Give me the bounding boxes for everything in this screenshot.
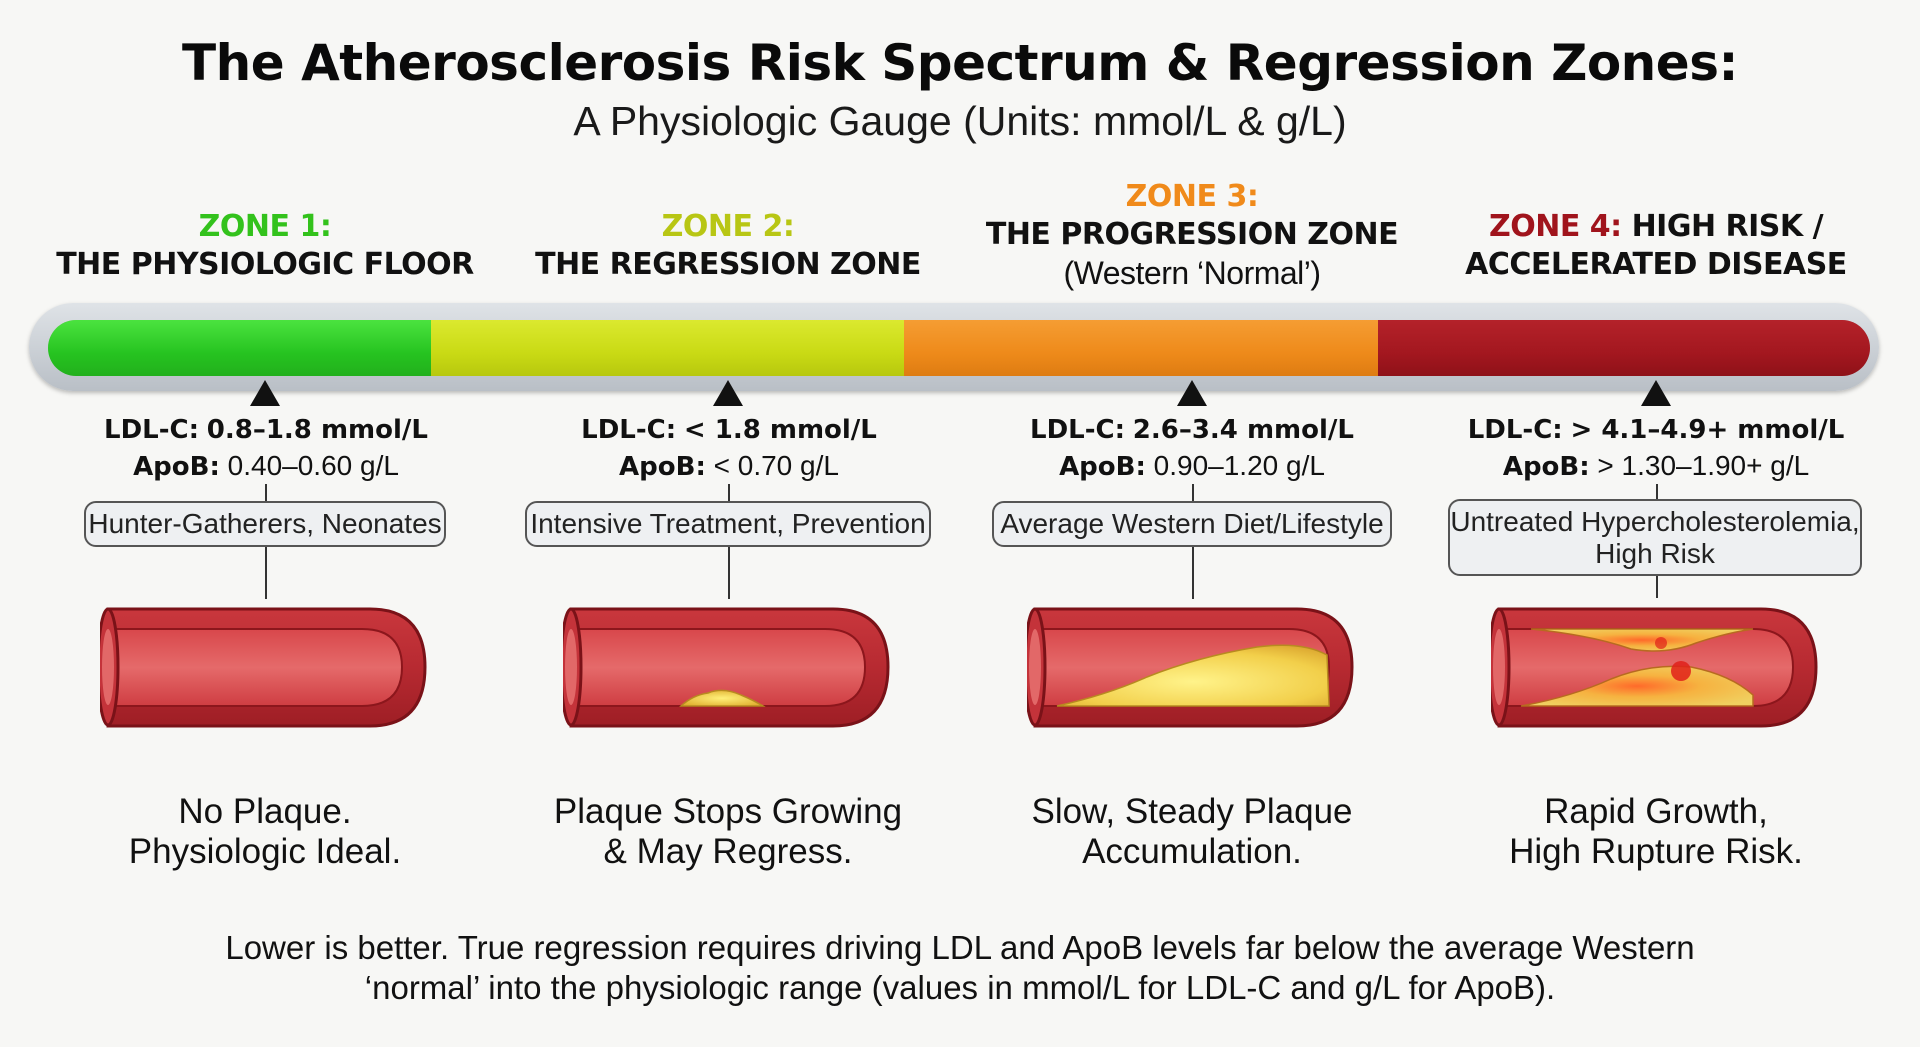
zone-2-label: ZONE 2: [661, 209, 795, 244]
zone-1-header: ZONE 1: THE PHYSIOLOGIC FLOOR [30, 208, 500, 284]
zone-1-connector-top [265, 484, 267, 502]
zone-2-connector-bottom [728, 547, 730, 599]
zone-2-header: ZONE 2: THE REGRESSION ZONE [493, 208, 963, 284]
zone-2-ranges: LDL-C: < 1.8 mmol/L ApoB: < 0.70 g/L [469, 411, 989, 485]
gauge-segment-zone-1 [48, 320, 431, 376]
zone-3-pointer-icon [1177, 380, 1207, 406]
zone-2-outcome-line-2: & May Regress. [603, 832, 853, 871]
zone-4-population-badge: Untreated Hypercholesterolemia, High Ris… [1448, 499, 1862, 576]
footer-line-1: Lower is better. True regression require… [225, 929, 1695, 966]
zone-4-name-b: ACCELERATED DISEASE [1465, 247, 1847, 282]
zone-3-ldl-key: LDL-C: [1030, 415, 1125, 445]
ruptured-plaque-artery-icon [1491, 607, 1818, 728]
zone-3-outcome: Slow, Steady Plaque Accumulation. [982, 792, 1402, 872]
gauge-segment-zone-4 [1378, 320, 1870, 376]
zone-4-label: ZONE 4: [1488, 209, 1622, 244]
small-plaque-artery-icon [563, 607, 890, 728]
zone-2-outcome-line-1: Plaque Stops Growing [553, 792, 903, 831]
zone-1-ranges: LDL-C: 0.8–1.8 mmol/L ApoB: 0.40–0.60 g/… [6, 411, 526, 485]
zone-2-connector-top [728, 484, 730, 502]
zone-1-population-badge: Hunter-Gatherers, Neonates [84, 501, 446, 547]
footer-note: Lower is better. True regression require… [0, 928, 1920, 1008]
zone-4-apob-key: ApoB: [1502, 452, 1590, 482]
zone-3-ldl-value: 2.6–3.4 mmol/L [1132, 415, 1354, 445]
zone-1-ldl-value: 0.8–1.8 mmol/L [206, 415, 428, 445]
zone-1-apob-key: ApoB: [133, 452, 220, 482]
zone-1-apob-value: 0.40–0.60 g/L [227, 450, 399, 481]
zone-2-pointer-icon [713, 380, 743, 406]
zone-1-ldl-key: LDL-C: [104, 415, 199, 445]
zone-4-ranges: LDL-C: > 4.1–4.9+ mmol/L ApoB: > 1.30–1.… [1396, 411, 1916, 485]
zone-1-outcome-line-2: Physiologic Ideal. [128, 832, 402, 871]
zone-3-name: THE PROGRESSION ZONE [985, 217, 1399, 252]
page-subtitle: A Physiologic Gauge (Units: mmol/L & g/L… [573, 98, 1347, 144]
zone-1-outcome-line-1: No Plaque. [178, 792, 352, 831]
zone-4-population-line-1: Untreated Hypercholesterolemia, [1450, 505, 1860, 537]
zone-3-population-badge: Average Western Diet/Lifestyle [992, 501, 1392, 547]
zone-4-ldl-key: LDL-C: [1467, 415, 1563, 445]
zone-3-connector-top [1192, 484, 1194, 502]
zone-2-apob-key: ApoB: [619, 452, 706, 482]
zone-1-label: ZONE 1: [198, 209, 332, 244]
zone-4-population-line-2: High Risk [1595, 537, 1715, 569]
zone-2-population-badge: Intensive Treatment, Prevention [525, 501, 931, 547]
zone-2-ldl-key: LDL-C: [581, 415, 677, 445]
zone-4-connector-bottom [1656, 576, 1658, 598]
zone-1-pointer-icon [250, 380, 280, 406]
zone-2-name: THE REGRESSION ZONE [535, 247, 921, 282]
zone-2-outcome: Plaque Stops Growing & May Regress. [518, 792, 938, 872]
zone-3-outcome-line-2: Accumulation. [1082, 832, 1302, 871]
gauge-segment-zone-3 [904, 320, 1379, 376]
zone-4-outcome-line-2: High Rupture Risk. [1509, 832, 1803, 871]
zone-3-outcome-line-1: Slow, Steady Plaque [1031, 792, 1353, 831]
zone-1-connector-bottom [265, 547, 267, 599]
zone-4-connector-top [1656, 484, 1658, 500]
zone-4-pointer-icon [1641, 380, 1671, 406]
page-title: The Atherosclerosis Risk Spectrum & Regr… [182, 34, 1738, 92]
zone-3-ranges: LDL-C: 2.6–3.4 mmol/L ApoB: 0.90–1.20 g/… [932, 411, 1452, 485]
moderate-plaque-artery-icon [1027, 607, 1354, 728]
zone-1-outcome: No Plaque. Physiologic Ideal. [55, 792, 475, 872]
risk-gauge-bar [48, 320, 1870, 376]
zone-3-connector-bottom [1192, 547, 1194, 599]
zone-3-subtitle: (Western ‘Normal’) [1063, 255, 1321, 291]
zone-4-ldl-value: > 4.1–4.9+ mmol/L [1570, 415, 1845, 445]
zone-4-header: ZONE 4: HIGH RISK / ACCELERATED DISEASE [1421, 208, 1891, 284]
zone-4-outcome: Rapid Growth, High Rupture Risk. [1446, 792, 1866, 872]
clear-artery-icon [100, 607, 427, 728]
zone-2-ldl-value: < 1.8 mmol/L [683, 415, 877, 445]
zone-3-apob-value: 0.90–1.20 g/L [1153, 450, 1325, 481]
zone-4-name-a: HIGH RISK / [1631, 209, 1824, 244]
zone-4-outcome-line-1: Rapid Growth, [1544, 792, 1768, 831]
zone-3-header: ZONE 3: THE PROGRESSION ZONE (Western ‘N… [957, 178, 1427, 292]
zone-1-name: THE PHYSIOLOGIC FLOOR [56, 247, 474, 282]
footer-line-2: ‘normal’ into the physiologic range (val… [364, 969, 1556, 1006]
zone-2-apob-value: < 0.70 g/L [713, 450, 839, 481]
zone-4-apob-value: > 1.30–1.90+ g/L [1597, 450, 1810, 481]
gauge-segment-zone-2 [430, 320, 905, 376]
zone-3-label: ZONE 3: [1125, 179, 1259, 214]
zone-3-apob-key: ApoB: [1059, 452, 1146, 482]
